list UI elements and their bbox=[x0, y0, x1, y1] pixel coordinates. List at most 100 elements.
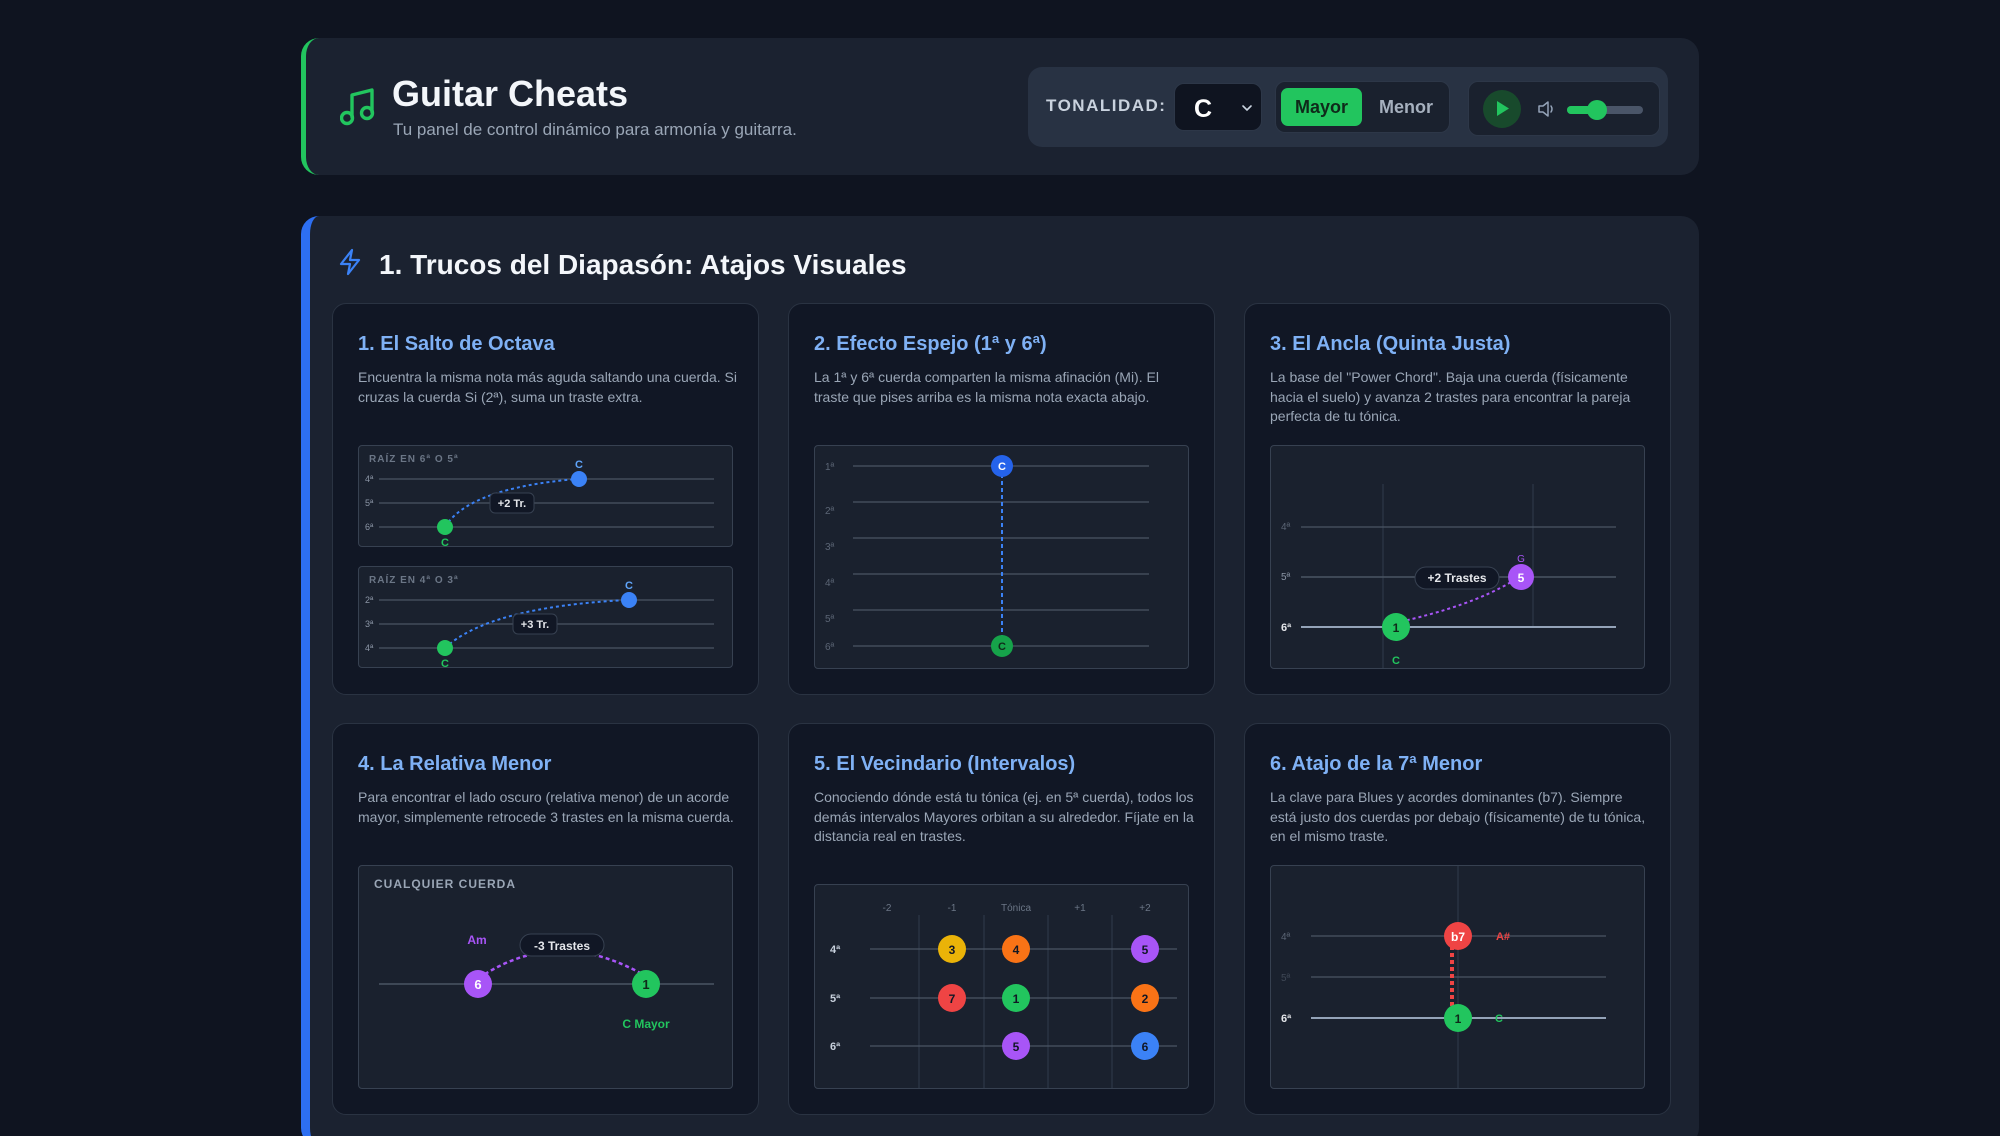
interval-note-label: 4 bbox=[1013, 943, 1020, 957]
interval-note-label: 5 bbox=[1142, 943, 1149, 957]
play-button[interactable] bbox=[1483, 90, 1521, 128]
seventh-degree: b7 bbox=[1451, 930, 1465, 944]
root-note-label: C bbox=[441, 658, 449, 668]
string-label: 4ª bbox=[1281, 522, 1291, 533]
major-degree: 1 bbox=[642, 977, 649, 992]
string-label: 5ª bbox=[825, 614, 835, 625]
string-label: 4ª bbox=[365, 474, 374, 484]
top-note-marker bbox=[991, 455, 1013, 477]
app-header: Guitar Cheats Tu panel de control dinámi… bbox=[301, 38, 1699, 175]
root-degree: 1 bbox=[1393, 621, 1400, 635]
interval-note-marker bbox=[938, 984, 966, 1012]
volume-icon bbox=[1538, 101, 1553, 117]
card-description: Para encontrar el lado oscuro (relativa … bbox=[358, 789, 734, 825]
bottom-note-marker bbox=[991, 635, 1013, 657]
string-label: 3ª bbox=[365, 619, 374, 629]
octave-note-marker bbox=[621, 592, 637, 608]
minor-note-label: Am bbox=[467, 933, 486, 947]
octave-note-label: C bbox=[575, 459, 583, 471]
card-intervals: 5. El Vecindario (Intervalos) Conociendo… bbox=[788, 723, 1215, 1115]
string-label: 4ª bbox=[830, 944, 841, 956]
string-label: 4ª bbox=[365, 643, 374, 653]
minor-seventh-diagram: 4ª 5ª 6ª b7 A# 1 C bbox=[1270, 865, 1645, 1089]
volume-thumb[interactable] bbox=[1587, 100, 1608, 120]
string-label: 6ª bbox=[830, 1041, 841, 1053]
intervals-diagram: -2 -1 Tónica +1 +2 4ª 5ª 6ª 3 4 5 7 1 2 5 6 bbox=[814, 884, 1189, 1089]
card-description: Encuentra la misma nota más aguda saltan… bbox=[358, 369, 738, 405]
key-label: TONALIDAD: bbox=[1046, 96, 1167, 115]
root-note-marker bbox=[1382, 613, 1410, 641]
root-note-marker bbox=[437, 519, 453, 535]
section-title: 1. Trucos del Diapasón: Atajos Visuales bbox=[379, 249, 907, 280]
interval-note-label: 6 bbox=[1142, 1040, 1149, 1054]
minor-degree: 6 bbox=[474, 977, 481, 992]
column-label: Tónica bbox=[1001, 903, 1031, 914]
root-note-label: C bbox=[441, 537, 449, 547]
card-description: La 1ª y 6ª cuerda comparten la misma afi… bbox=[814, 369, 1159, 405]
mode-toggle: Mayor Menor bbox=[1275, 81, 1450, 133]
column-label: +1 bbox=[1074, 903, 1086, 914]
bottom-note-label: C bbox=[998, 641, 1006, 653]
card-title: 5. El Vecindario (Intervalos) bbox=[814, 753, 1076, 775]
jump-badge: +3 Tr. bbox=[521, 619, 549, 631]
jump-badge: +2 Trastes bbox=[1427, 571, 1486, 585]
card-title: 4. La Relativa Menor bbox=[358, 753, 552, 775]
interval-note-marker bbox=[1131, 1032, 1159, 1060]
mirror-diagram: 1ª 2ª 3ª 4ª 5ª 6ª C C bbox=[814, 445, 1189, 669]
interval-note-label: 7 bbox=[949, 992, 956, 1006]
octave-note-marker bbox=[571, 471, 587, 487]
string-label: 5ª bbox=[1281, 572, 1291, 583]
interval-note-marker bbox=[938, 935, 966, 963]
string-label: 4ª bbox=[1281, 932, 1291, 943]
root-note-marker bbox=[1444, 1004, 1472, 1032]
mode-minor-button[interactable]: Menor bbox=[1379, 97, 1433, 117]
app-subtitle: Tu panel de control dinámico para armoní… bbox=[393, 120, 797, 139]
string-label: 2ª bbox=[365, 595, 374, 605]
control-panel: TONALIDAD: C Mayor Menor bbox=[1028, 67, 1668, 147]
card-octave-jump: 1. El Salto de Octava Encuentra la misma… bbox=[332, 303, 759, 695]
string-label: 6ª bbox=[825, 642, 835, 653]
diagram-heading: RAÍZ EN 4ª O 3ª bbox=[369, 573, 459, 586]
seventh-note-marker bbox=[1444, 922, 1472, 950]
interval-note-marker bbox=[1131, 935, 1159, 963]
root-degree: 1 bbox=[1455, 1012, 1462, 1026]
card-relative-minor: 4. La Relativa Menor Para encontrar el l… bbox=[332, 723, 759, 1115]
string-label: 3ª bbox=[825, 542, 835, 553]
volume-fill bbox=[1567, 106, 1598, 114]
root-note-label: C bbox=[1392, 655, 1400, 667]
audio-player bbox=[1468, 81, 1660, 136]
jump-badge: -3 Trastes bbox=[534, 939, 590, 953]
card-fifth-anchor: 3. El Ancla (Quinta Justa) La base del "… bbox=[1244, 303, 1671, 695]
card-title: 2. Efecto Espejo (1ª y 6ª) bbox=[814, 333, 1047, 355]
jump-badge: +2 Tr. bbox=[498, 498, 526, 510]
string-label: 5ª bbox=[365, 498, 374, 508]
card-minor-seventh: 6. Atajo de la 7ª Menor La clave para Bl… bbox=[1244, 723, 1671, 1115]
seventh-note-label: A# bbox=[1496, 931, 1510, 943]
volume-slider[interactable] bbox=[1567, 100, 1643, 120]
string-label: 6ª bbox=[1281, 622, 1292, 634]
card-description: La clave para Blues y acordes dominantes… bbox=[1270, 789, 1646, 844]
string-label: 1ª bbox=[825, 462, 835, 473]
octave-diagram-low: RAÍZ EN 6ª O 5ª 4ª 5ª 6ª C C +2 Tr. bbox=[358, 445, 733, 547]
string-label: 6ª bbox=[365, 522, 374, 532]
key-value: C bbox=[1194, 95, 1213, 123]
column-label: -1 bbox=[948, 903, 957, 914]
card-title: 1. El Salto de Octava bbox=[358, 333, 555, 355]
string-label: 5ª bbox=[830, 993, 841, 1005]
octave-diagram-high: RAÍZ EN 4ª O 3ª 2ª 3ª 4ª C C +3 Tr. bbox=[358, 566, 733, 668]
key-select[interactable]: C bbox=[1174, 83, 1262, 131]
root-note-label: C bbox=[1495, 1013, 1503, 1025]
mode-major-button[interactable]: Mayor bbox=[1281, 88, 1362, 126]
top-note-label: C bbox=[998, 461, 1006, 473]
card-description: Conociendo dónde está tu tónica (ej. en … bbox=[814, 789, 1194, 844]
card-title: 6. Atajo de la 7ª Menor bbox=[1270, 753, 1483, 775]
major-label: C Mayor bbox=[622, 1017, 670, 1031]
card-title: 3. El Ancla (Quinta Justa) bbox=[1270, 333, 1511, 355]
interval-note-label: 5 bbox=[1013, 1040, 1020, 1054]
fretboard-tricks-section: 1. Trucos del Diapasón: Atajos Visuales … bbox=[301, 216, 1699, 1136]
play-icon bbox=[1497, 101, 1509, 116]
power-chord-diagram: 4ª 5ª 6ª +2 Trastes 1 C 5 G bbox=[1270, 445, 1645, 669]
column-label: +2 bbox=[1139, 903, 1151, 914]
interval-note-label: 1 bbox=[1013, 992, 1020, 1006]
interval-note-marker bbox=[1131, 984, 1159, 1012]
